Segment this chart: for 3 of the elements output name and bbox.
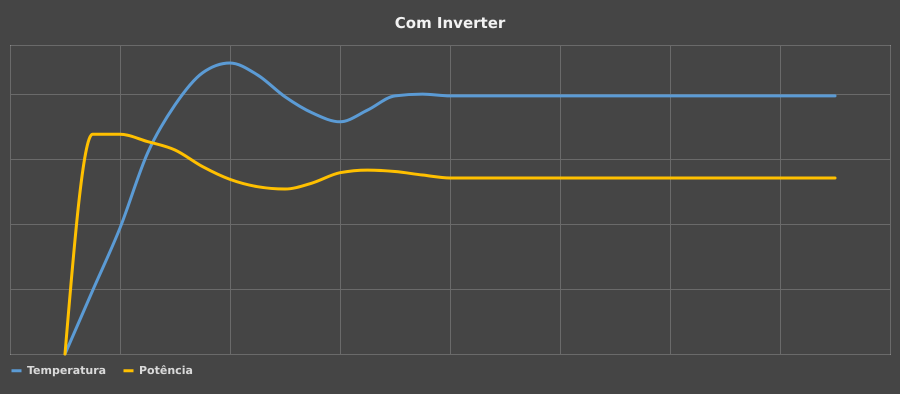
legend-label: Potência (139, 364, 193, 377)
chart-title: Com Inverter (394, 14, 506, 32)
legend-label: Temperatura (27, 364, 106, 377)
